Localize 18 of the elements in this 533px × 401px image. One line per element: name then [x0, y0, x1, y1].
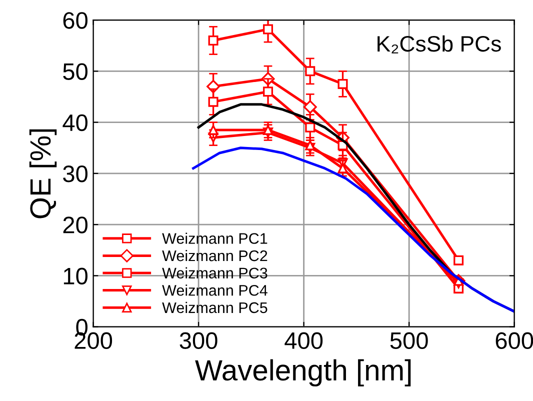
y-tick-label: 20 [63, 216, 88, 234]
y-tick-label: 10 [64, 268, 88, 284]
y-axis-title: QE [%] [29, 129, 57, 218]
x-axis-title: Wavelength [nm] [195, 359, 411, 386]
y-tick-label: 40 [62, 114, 88, 132]
annotation: K₂CsSb PCs [378, 35, 501, 54]
y-tick-label: 60 [63, 12, 88, 29]
x-tick-label: 300 [180, 332, 218, 350]
legend-label: Weizmann PC4 [162, 284, 268, 296]
legend-label: Weizmann PC2 [162, 250, 268, 262]
x-tick-label: 400 [284, 332, 323, 350]
x-tick-label: 600 [496, 332, 533, 350]
y-tick-label: 50 [63, 63, 88, 80]
x-tick-label: 500 [390, 332, 428, 350]
legend-label: Weizmann PC3 [162, 267, 268, 279]
legend-label: Weizmann PC5 [162, 302, 268, 314]
legend-label: Weizmann PC1 [162, 232, 268, 244]
y-tick-label: 30 [63, 166, 88, 182]
